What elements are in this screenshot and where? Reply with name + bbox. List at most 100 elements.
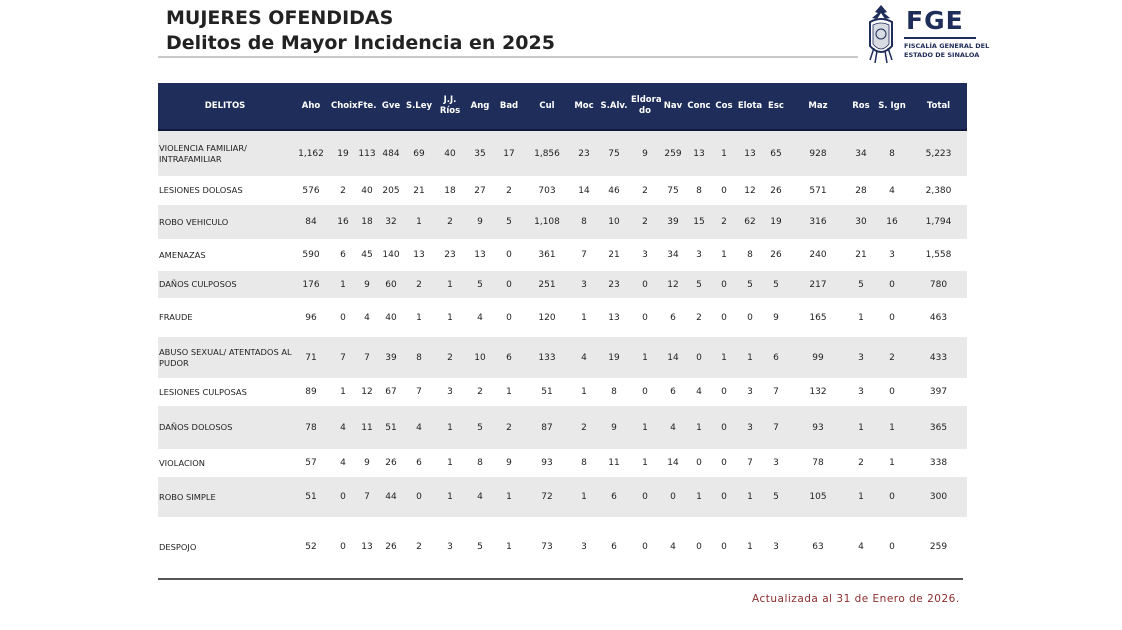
table-cell: 10 [598,205,630,239]
crime-name-cell: DESPOJO [158,517,292,577]
table-cell: 84 [292,205,330,239]
table-cell: 165 [788,298,848,337]
table-cell: 8 [466,449,494,477]
table-cell: 5 [466,271,494,298]
bottom-divider [158,578,963,580]
table-cell: 0 [874,477,910,517]
table-cell: 2 [466,378,494,406]
table-cell: 8 [570,205,598,239]
table-cell: 35 [466,130,494,176]
table-cell: 4 [466,477,494,517]
table-cell: 65 [764,130,788,176]
table-cell: 1 [848,477,874,517]
table-cell: 1 [330,378,356,406]
table-cell: 5 [764,271,788,298]
table-cell: 132 [788,378,848,406]
table-cell: 105 [788,477,848,517]
table-cell: 72 [524,477,570,517]
table-cell: 3 [736,406,764,449]
table-cell: 21 [848,239,874,271]
table-cell: 113 [356,130,378,176]
page-subtitle: Delitos de Mayor Incidencia en 2025 [166,32,555,54]
table-cell: 1 [494,517,524,577]
table-cell: 14 [660,449,686,477]
table-cell: 11 [598,449,630,477]
table-cell: 0 [494,298,524,337]
table-row: LESIONES DOLOSAS 576 2 40 205 21 18 27 2 703 14 46 2… [158,176,967,205]
table-cell: 5 [466,517,494,577]
table-cell: 52 [292,517,330,577]
table-cell: 6 [598,517,630,577]
table-cell: 28 [848,176,874,205]
table-cell: 51 [378,406,404,449]
table-cell: 26 [764,239,788,271]
table-cell: 1,558 [910,239,967,271]
column-header: Bad [494,83,524,131]
table-cell: 0 [712,176,736,205]
table-row: VIOLACION 57 4 9 26 6 1 8 9 93 8 11 1 14 0 0 7 3 78 2 1 338 [158,449,967,477]
table-cell: 8 [570,449,598,477]
table-cell: 2 [404,517,434,577]
table-cell: 13 [466,239,494,271]
table-cell: 93 [788,406,848,449]
table-cell: 0 [494,271,524,298]
table-cell: 576 [292,176,330,205]
table-cell: 176 [292,271,330,298]
fge-logo: FGE FISCALÍA GENERAL DEL ESTADO DE SINAL… [866,4,989,66]
table-cell: 27 [466,176,494,205]
table-cell: 8 [686,176,712,205]
table-row: ABUSO SEXUAL/ ATENTADOS AL PUDOR 71 7 7 39 8 2… [158,337,967,378]
column-header: S.Alv. [598,83,630,131]
table-cell: 11 [356,406,378,449]
table-cell: 1,856 [524,130,570,176]
table-cell: 16 [330,205,356,239]
column-header: Choix [330,83,358,131]
table-cell: 928 [788,130,848,176]
crime-name-cell: VIOLACION [158,449,292,477]
table-cell: 78 [788,449,848,477]
crime-table: DELITOS Aho Choix Fte. Gve S.Ley J.J. Ríos Ang B… [158,83,967,577]
table-cell: 6 [660,298,686,337]
crime-name-cell: LESIONES DOLOSAS [158,176,292,205]
table-row: ROBO VEHICULO 84 16 18 32 1 2 9 5 1,108 8 10 2 39 15 2 6… [158,205,967,239]
column-header: Cul [524,83,570,131]
table-cell: 39 [378,337,404,378]
update-note: Actualizada al 31 de Enero de 2026. [752,593,960,605]
crime-name-cell: ABUSO SEXUAL/ ATENTADOS AL PUDOR [158,337,292,378]
table-cell: 3 [848,378,874,406]
table-cell: 316 [788,205,848,239]
table-cell: 3 [570,271,598,298]
table-cell: 205 [378,176,404,205]
table-cell: 1 [434,298,466,337]
logo-divider [904,37,976,39]
crime-name-cell: FRAUDE [158,298,292,337]
table-cell: 87 [524,406,570,449]
table-cell: 26 [378,517,404,577]
table-cell: 0 [686,337,712,378]
table-cell: 4 [686,378,712,406]
table-cell: 0 [712,406,736,449]
table-cell: 2 [570,406,598,449]
table-cell: 10 [466,337,494,378]
page-title: MUJERES OFENDIDAS [166,7,394,29]
table-cell: 14 [570,176,598,205]
table-cell: 7 [736,449,764,477]
table-cell: 780 [910,271,967,298]
table-cell: 6 [598,477,630,517]
table-cell: 0 [330,298,356,337]
table-cell: 1 [630,449,660,477]
column-header: Ros [848,83,874,131]
table-cell: 1 [570,298,598,337]
table-cell: 3 [434,378,466,406]
crime-name-cell: AMENAZAS [158,239,292,271]
table-cell: 5,223 [910,130,967,176]
table-cell: 51 [292,477,330,517]
table-cell: 433 [910,337,967,378]
table-cell: 5 [764,477,788,517]
table-row: ROBO SIMPLE 51 0 7 44 0 1 4 1 72 1 6 0 0 1 0 1 5 105 1 0 300 [158,477,967,517]
column-header: J.J. Ríos [434,83,466,131]
table-cell: 0 [330,477,356,517]
table-cell: 2 [494,176,524,205]
table-cell: 96 [292,298,330,337]
table-cell: 1 [570,477,598,517]
